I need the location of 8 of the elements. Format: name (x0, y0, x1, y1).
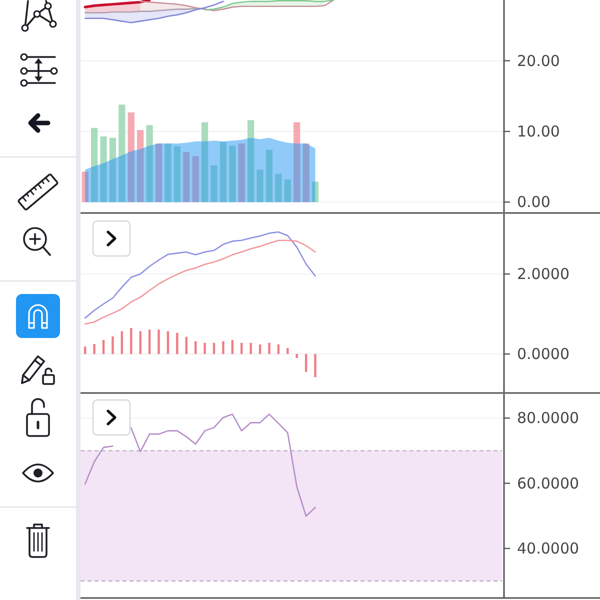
y-tick-label: 0.0000 (517, 345, 570, 363)
y-tick-label: 20.00 (517, 52, 560, 70)
y-tick-label: 10.00 (517, 122, 560, 140)
y-tick-label: 2.0000 (517, 265, 570, 283)
y-tick-label: 40.0000 (517, 539, 580, 558)
y-tick-label: 0.00 (517, 193, 550, 212)
y-tick-label: 60.0000 (517, 474, 580, 492)
y-tick-label: 80.0000 (517, 409, 580, 428)
